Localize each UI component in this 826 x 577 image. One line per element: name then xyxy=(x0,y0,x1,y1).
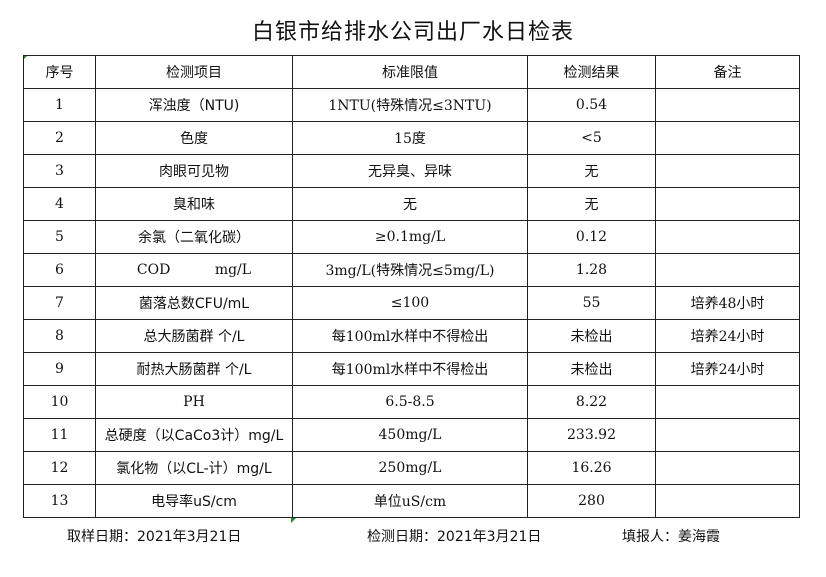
row-number-cell[interactable]: 4 xyxy=(23,187,96,221)
table-row: 10 PH 6.5-8.5 8.22 xyxy=(23,385,800,419)
standard-limit-cell[interactable]: 无 xyxy=(292,187,528,221)
test-item-cell[interactable]: 浑浊度（NTU) xyxy=(95,88,293,122)
row-number-cell[interactable]: 13 xyxy=(23,484,96,518)
sampling-date: 取样日期：2021年3月21日 xyxy=(67,529,242,545)
row-number-cell[interactable]: 6 xyxy=(23,253,96,287)
standard-limit-cell[interactable]: 250mg/L xyxy=(292,451,528,485)
test-item-cell[interactable]: 电导率uS/cm xyxy=(95,484,293,518)
row-number-cell[interactable]: 9 xyxy=(23,352,96,386)
remark-cell[interactable] xyxy=(655,187,800,221)
cell-marker xyxy=(291,518,296,523)
test-result-cell[interactable]: 未检出 xyxy=(527,352,656,386)
table-row: 2 色度 15度 <5 xyxy=(23,121,800,155)
header-cell[interactable]: 备注 xyxy=(655,55,800,89)
header-cell[interactable]: 检测结果 xyxy=(527,55,656,89)
standard-limit-cell[interactable]: 1NTU(特殊情况≤3NTU) xyxy=(292,88,528,122)
test-item-cell[interactable]: 臭和味 xyxy=(95,187,293,221)
standard-limit-cell[interactable]: 450mg/L xyxy=(292,418,528,452)
test-date: 检测日期：2021年3月21日 xyxy=(367,529,542,545)
test-item-cell[interactable]: 耐热大肠菌群 个/L xyxy=(95,352,293,386)
test-item-cell[interactable]: 总大肠菌群 个/L xyxy=(95,319,293,353)
table-row: 6 COD mg/L 3mg/L(特殊情况≤5mg/L) 1.28 xyxy=(23,253,800,287)
standard-limit-cell[interactable]: 每100ml水样中不得检出 xyxy=(292,319,528,353)
remark-cell[interactable] xyxy=(655,253,800,287)
test-item-cell[interactable]: 色度 xyxy=(95,121,293,155)
row-number-cell[interactable]: 1 xyxy=(23,88,96,122)
row-number-cell[interactable]: 5 xyxy=(23,220,96,254)
table-row: 8 总大肠菌群 个/L 每100ml水样中不得检出 未检出 培养24小时 xyxy=(23,319,800,353)
test-item-cell[interactable]: 氯化物（以CL-计）mg/L xyxy=(95,451,293,485)
table-row: 13 电导率uS/cm 单位uS/cm 280 xyxy=(23,484,800,518)
remark-cell[interactable] xyxy=(655,88,800,122)
test-result-cell[interactable]: 无 xyxy=(527,154,656,188)
table-row: 4 臭和味无无 xyxy=(23,187,800,221)
header-cell[interactable]: 序号 xyxy=(23,55,96,89)
standard-limit-cell[interactable]: ≤100 xyxy=(292,286,528,320)
table-row: 5 余氯（二氧化碳） ≥0.1mg/L 0.12 xyxy=(23,220,800,254)
remark-cell[interactable] xyxy=(655,121,800,155)
standard-limit-cell[interactable]: 3mg/L(特殊情况≤5mg/L) xyxy=(292,253,528,287)
remark-cell[interactable]: 培养48小时 xyxy=(655,286,800,320)
remark-cell[interactable] xyxy=(655,385,800,419)
table-row: 3 肉眼可见物 无异臭、异味无 xyxy=(23,154,800,188)
row-number-cell[interactable]: 11 xyxy=(23,418,96,452)
test-result-cell[interactable]: 未检出 xyxy=(527,319,656,353)
report-title: 白银市给排水公司出厂水日检表 xyxy=(251,20,574,45)
test-result-cell[interactable]: 55 xyxy=(527,286,656,320)
table-row: 11 总硬度（以CaCo3计）mg/L 450mg/L 233.92 xyxy=(23,418,800,452)
row-number-cell[interactable]: 7 xyxy=(23,286,96,320)
test-result-cell[interactable]: 0.54 xyxy=(527,88,656,122)
test-item-cell[interactable]: 菌落总数CFU/mL xyxy=(95,286,293,320)
test-item-cell[interactable]: PH xyxy=(95,385,293,419)
table-row: 9 耐热大肠菌群 个/L 每100ml水样中不得检出 未检出 培养24小时 xyxy=(23,352,800,386)
test-result-cell[interactable]: 16.26 xyxy=(527,451,656,485)
test-result-cell[interactable]: 233.92 xyxy=(527,418,656,452)
row-number-cell[interactable]: 10 xyxy=(23,385,96,419)
table-row: 7 菌落总数CFU/mL ≤100 55 培养48小时 xyxy=(23,286,800,320)
row-number-cell[interactable]: 3 xyxy=(23,154,96,188)
remark-cell[interactable] xyxy=(655,418,800,452)
test-result-cell[interactable]: 1.28 xyxy=(527,253,656,287)
inspection-table: 序号 检测项目 标准限值 检测结果 备注 1 浑浊度（NTU) 1NTU(特殊情况≤… xyxy=(23,55,800,518)
remark-cell[interactable]: 培养24小时 xyxy=(655,319,800,353)
table-row: 12 氯化物（以CL-计）mg/L 250mg/L 16.26 xyxy=(23,451,800,485)
test-result-cell[interactable]: <5 xyxy=(527,121,656,155)
header-cell[interactable]: 检测项目 xyxy=(95,55,293,89)
remark-cell[interactable] xyxy=(655,220,800,254)
reporter: 填报人：姜海霞 xyxy=(622,529,720,545)
test-item-cell[interactable]: 总硬度（以CaCo3计）mg/L xyxy=(95,418,293,452)
remark-cell[interactable] xyxy=(655,484,800,518)
row-number-cell[interactable]: 8 xyxy=(23,319,96,353)
test-item-cell[interactable]: COD mg/L xyxy=(95,253,293,287)
standard-limit-cell[interactable]: 单位uS/cm xyxy=(292,484,528,518)
test-result-cell[interactable]: 0.12 xyxy=(527,220,656,254)
remark-cell[interactable] xyxy=(655,154,800,188)
standard-limit-cell[interactable]: ≥0.1mg/L xyxy=(292,220,528,254)
row-number-cell[interactable]: 2 xyxy=(23,121,96,155)
test-result-cell[interactable]: 无 xyxy=(527,187,656,221)
row-number-cell[interactable]: 12 xyxy=(23,451,96,485)
remark-cell[interactable] xyxy=(655,451,800,485)
test-result-cell[interactable]: 8.22 xyxy=(527,385,656,419)
table-row: 1 浑浊度（NTU) 1NTU(特殊情况≤3NTU) 0.54 xyxy=(23,88,800,122)
test-item-cell[interactable]: 肉眼可见物 xyxy=(95,154,293,188)
standard-limit-cell[interactable]: 6.5-8.5 xyxy=(292,385,528,419)
header-cell[interactable]: 标准限值 xyxy=(292,55,528,89)
test-result-cell[interactable]: 280 xyxy=(527,484,656,518)
standard-limit-cell[interactable]: 无异臭、异味 xyxy=(292,154,528,188)
remark-cell[interactable]: 培养24小时 xyxy=(655,352,800,386)
standard-limit-cell[interactable]: 15度 xyxy=(292,121,528,155)
standard-limit-cell[interactable]: 每100ml水样中不得检出 xyxy=(292,352,528,386)
header-row: 序号 检测项目 标准限值 检测结果 备注 xyxy=(23,55,800,89)
test-item-cell[interactable]: 余氯（二氧化碳） xyxy=(95,220,293,254)
